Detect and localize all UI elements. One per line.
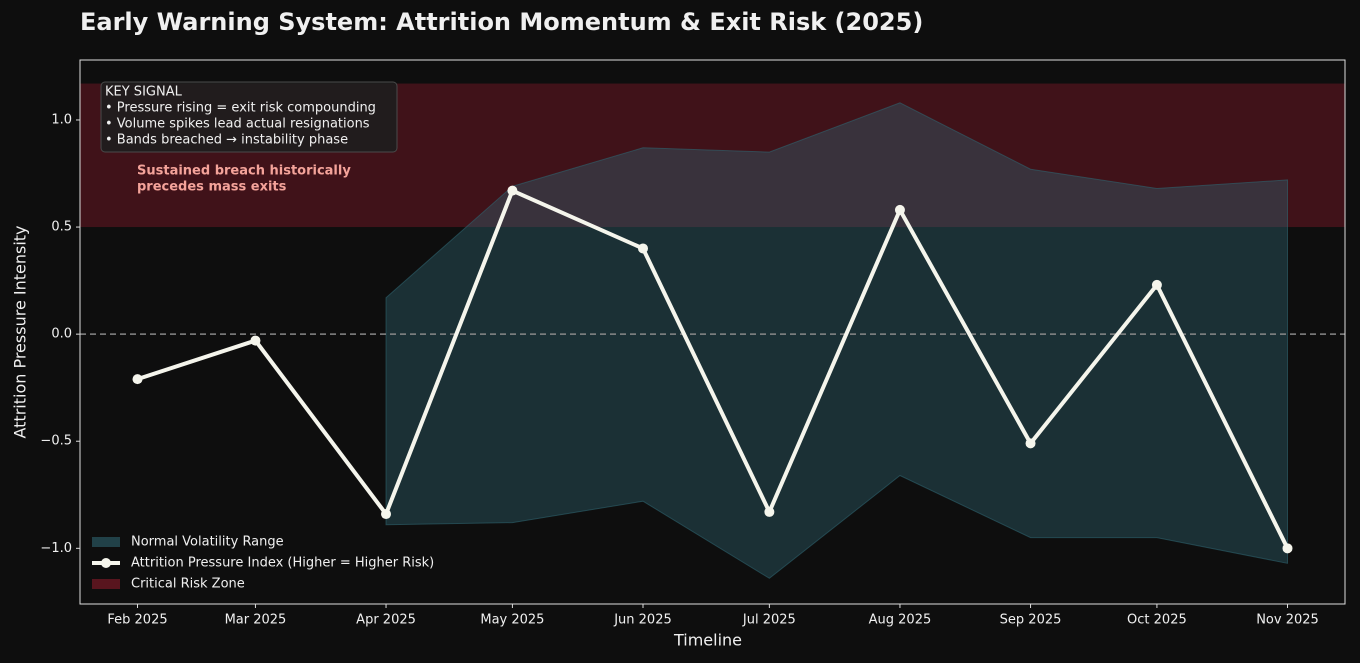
x-tick-label: Jun 2025 [613, 613, 672, 628]
y-tick-label: 1.0 [51, 112, 72, 127]
x-tick-label: Feb 2025 [107, 613, 167, 628]
x-tick-label: Jul 2025 [742, 613, 796, 628]
breach-note: Sustained breach historically [137, 164, 351, 179]
series-point [381, 509, 392, 520]
key-signal-line: KEY SIGNAL [105, 85, 183, 100]
series-point [507, 185, 518, 196]
series-point [637, 243, 648, 254]
series-point [894, 204, 905, 215]
legend-swatch [92, 537, 120, 547]
legend-swatch [92, 579, 120, 589]
y-tick-label: −1.0 [40, 541, 72, 556]
legend-label: Attrition Pressure Index (Higher = Highe… [131, 556, 434, 571]
x-tick-label: Nov 2025 [1256, 613, 1319, 628]
key-signal-box [100, 81, 398, 153]
legend-swatch [101, 558, 111, 568]
y-tick-label: 0.5 [51, 220, 72, 235]
key-signal-line: • Pressure rising = exit risk compoundin… [105, 101, 376, 116]
x-tick-label: Apr 2025 [356, 613, 416, 628]
legend-label: Critical Risk Zone [131, 577, 245, 592]
series-line [136, 188, 1290, 550]
series-point [132, 374, 143, 385]
x-tick-label: Mar 2025 [225, 613, 287, 628]
x-tick-label: Oct 2025 [1127, 613, 1187, 628]
x-tick-label: Sep 2025 [1000, 613, 1062, 628]
x-axis-label: Timeline [673, 631, 742, 650]
key-signal-line: • Bands breached → instability phase [105, 133, 348, 148]
chart-title: Early Warning System: Attrition Momentum… [80, 8, 923, 36]
series-point [1151, 279, 1162, 290]
y-tick-label: 0.0 [51, 327, 72, 342]
series-point [764, 506, 775, 517]
breach-note: precedes mass exits [137, 180, 287, 195]
x-tick-label: Aug 2025 [869, 613, 932, 628]
series-point [250, 335, 261, 346]
legend-label: Normal Volatility Range [131, 535, 284, 550]
volatility-band [385, 102, 1288, 579]
y-tick-label: −0.5 [40, 434, 72, 449]
y-axis-label: Attrition Pressure Intensity [11, 225, 30, 438]
plot-frame [79, 59, 1346, 605]
key-signal-line: • Volume spikes lead actual resignations [105, 117, 370, 132]
x-tick-label: May 2025 [480, 613, 544, 628]
series-point [1025, 438, 1036, 449]
series-point [1282, 543, 1293, 554]
